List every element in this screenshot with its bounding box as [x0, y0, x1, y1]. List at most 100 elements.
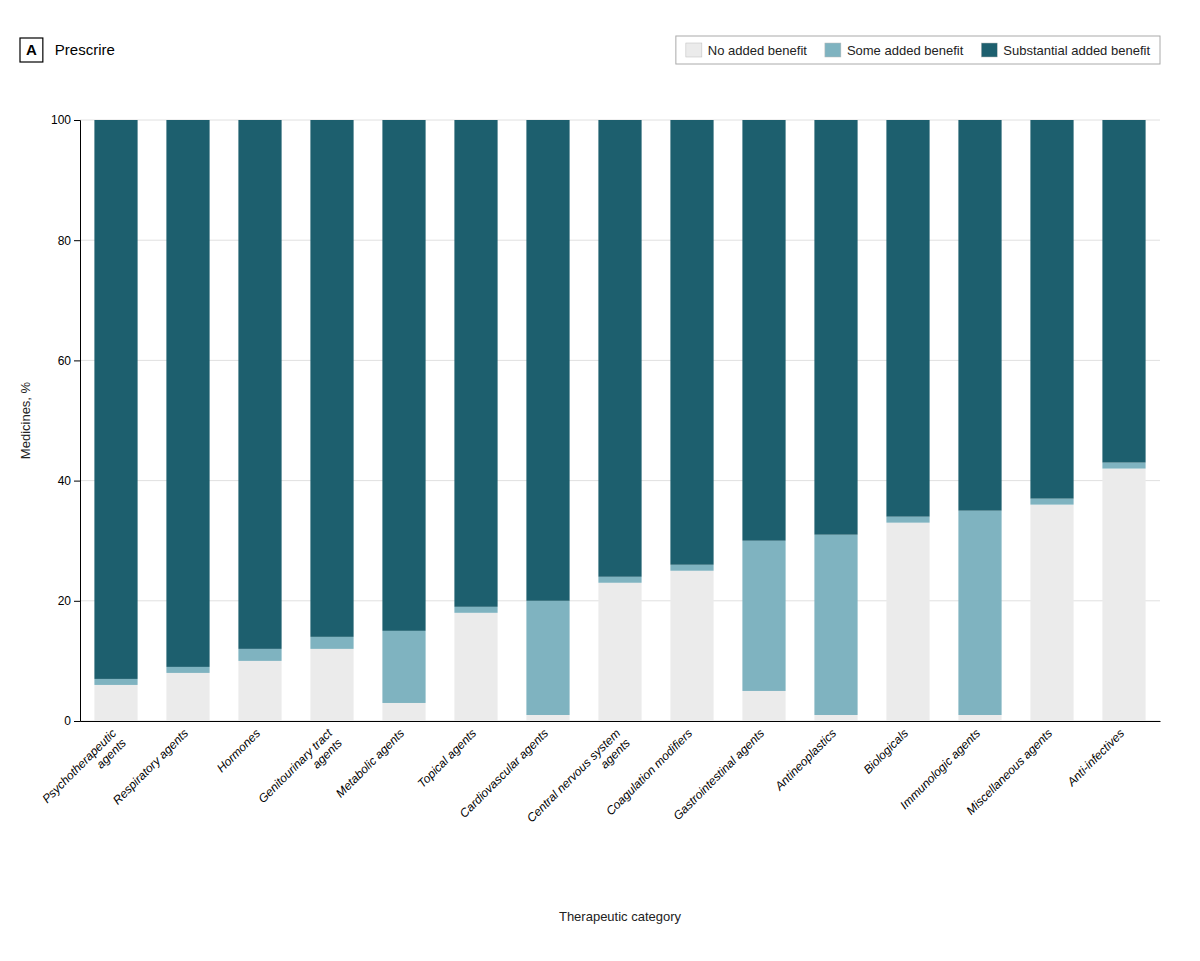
bar-segment	[526, 715, 569, 721]
bar-segment	[238, 661, 281, 721]
x-tick: Hormones	[214, 726, 263, 775]
bar-segment	[742, 541, 785, 691]
x-tick-label: Anti-infectives	[1064, 726, 1127, 789]
bar-segment	[238, 120, 281, 649]
bar-segment	[670, 120, 713, 565]
x-axis-line	[81, 721, 1161, 722]
y-tick-mark	[74, 120, 80, 121]
legend-swatch	[825, 43, 841, 57]
y-tick-label: 100	[51, 113, 71, 127]
y-tick: 100	[51, 113, 80, 127]
y-tick: 0	[64, 714, 80, 728]
bars	[94, 120, 1145, 721]
panel-label-box	[20, 38, 43, 62]
y-tick: 80	[58, 234, 80, 248]
y-tick-mark	[74, 721, 80, 722]
bar-segment	[238, 649, 281, 661]
bar-segment	[310, 637, 353, 649]
x-tick: Anti-infectives	[1064, 726, 1127, 789]
bar-segment	[166, 120, 209, 667]
x-tick-label: Hormones	[214, 726, 263, 775]
x-tick-label-line: agents	[93, 736, 128, 771]
bar-segment	[598, 120, 641, 577]
bar-segment	[814, 535, 857, 715]
bar-segment	[886, 517, 929, 523]
legend-swatch	[686, 43, 702, 57]
bar-segment	[94, 679, 137, 685]
bar-segment	[1102, 469, 1145, 721]
bar-segment	[454, 607, 497, 613]
x-tick-label: Genitourinary tractagents	[255, 726, 345, 816]
x-tick-label-line: Miscellaneous agents	[964, 726, 1056, 818]
y-tick: 40	[58, 474, 80, 488]
bar-segment	[310, 120, 353, 637]
x-tick: Metabolic agents	[333, 726, 407, 800]
bar-segment	[958, 120, 1001, 511]
bar-segment	[526, 601, 569, 715]
plot: 0 20 40 60 80 100 PsychotherapeuticagentsRespi…	[18, 113, 1161, 924]
y-tick: 60	[58, 354, 80, 368]
bar-segment	[742, 120, 785, 541]
bar-segment	[382, 703, 425, 721]
legend-label: Substantial added benefit	[1003, 43, 1150, 58]
x-tick-label-line: Immunologic agents	[897, 726, 983, 812]
x-tick-label-line: Antineoplastics	[771, 726, 839, 794]
x-tick: Topical agents	[415, 726, 479, 790]
header: A Prescrire	[20, 38, 115, 62]
bar-segment	[670, 565, 713, 571]
x-tick: Gastrointestinal agents	[670, 726, 767, 823]
x-tick-label: Miscellaneous agents	[964, 726, 1056, 818]
legend-item: Some added benefit	[825, 43, 964, 58]
x-tick: Biologicals	[861, 726, 911, 776]
bar-segment	[958, 511, 1001, 715]
x-tick-label: Central nervous systemagents	[524, 726, 633, 835]
x-tick-label: Topical agents	[415, 726, 479, 790]
bar-segment	[958, 715, 1001, 721]
title: Prescrire	[55, 41, 115, 58]
grid	[80, 120, 1160, 721]
y-tick-mark	[74, 360, 80, 361]
x-axis: PsychotherapeuticagentsRespiratory agent…	[39, 722, 1160, 835]
bar-segment	[382, 631, 425, 703]
x-tick-label-line: Gastrointestinal agents	[670, 726, 767, 823]
y-tick-label: 60	[58, 354, 72, 368]
x-tick: Central nervous systemagents	[524, 726, 633, 835]
bar-segment	[598, 583, 641, 721]
y-tick-mark	[74, 481, 80, 482]
y-tick-label: 0	[64, 714, 71, 728]
x-tick-label-line: Anti-infectives	[1064, 726, 1127, 789]
y-tick-label: 40	[58, 474, 72, 488]
x-tick-label-line: Metabolic agents	[333, 726, 407, 800]
bar-segment	[310, 649, 353, 721]
bar-segment	[814, 120, 857, 535]
bar-segment	[526, 120, 569, 601]
x-tick-label-line: Topical agents	[415, 726, 479, 790]
y-axis-title: Medicines, %	[18, 381, 33, 459]
x-tick: Antineoplastics	[771, 726, 839, 794]
bar-segment	[886, 523, 929, 721]
legend-frame	[676, 36, 1160, 64]
x-tick-label: Metabolic agents	[333, 726, 407, 800]
y-tick-label: 80	[58, 234, 72, 248]
y-tick-label: 20	[58, 594, 72, 608]
y-axis: 0 20 40 60 80 100	[51, 113, 81, 728]
legend-label: No added benefit	[708, 43, 807, 58]
legend-item: No added benefit	[686, 43, 807, 58]
bar-segment	[886, 120, 929, 517]
y-axis-line	[74, 121, 81, 722]
bar-segment	[166, 673, 209, 721]
bar-segment	[1030, 499, 1073, 505]
legend-item: Substantial added benefit	[981, 43, 1150, 58]
panel-label: A	[26, 41, 37, 58]
chart: 0 20 40 60 80 100 PsychotherapeuticagentsRespi…	[0, 0, 1200, 961]
y-tick: 20	[58, 594, 80, 608]
bar-segment	[1030, 505, 1073, 721]
bar-segment	[742, 691, 785, 721]
x-tick-label-line: agents	[597, 736, 632, 771]
legend-label: Some added benefit	[847, 43, 964, 58]
bar-segment	[382, 120, 425, 631]
legend: No added benefit Some added benefit Substa…	[676, 36, 1160, 64]
x-tick: Respiratory agents	[110, 726, 191, 807]
bar-segment	[166, 667, 209, 673]
x-tick-label-line: agents	[309, 736, 344, 771]
